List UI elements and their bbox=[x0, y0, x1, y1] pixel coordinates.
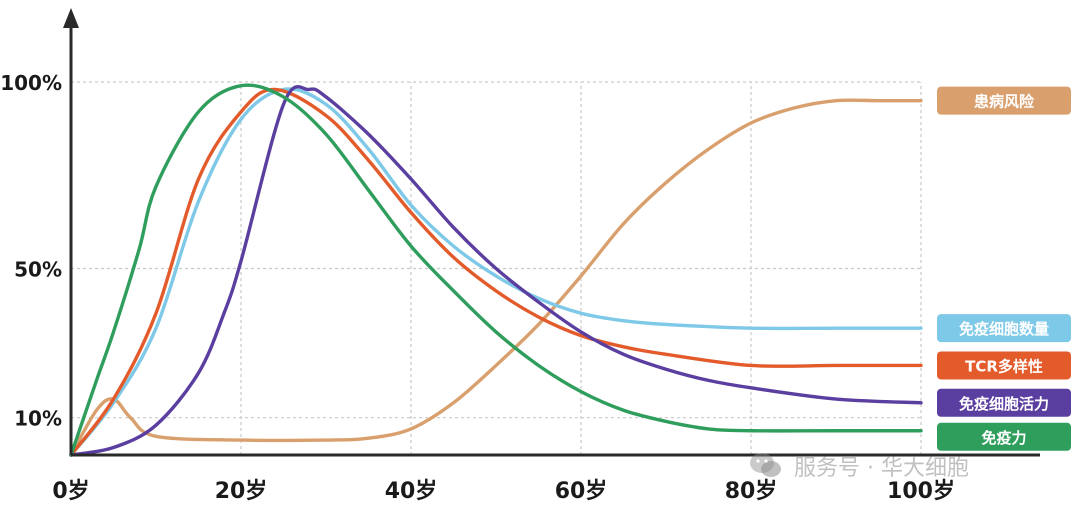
y-tick-label: 50% bbox=[14, 258, 62, 282]
legend-badge bbox=[937, 314, 1071, 343]
y-axis-arrow bbox=[63, 8, 79, 28]
legend-label: TCR多样性 bbox=[965, 357, 1043, 375]
series-line-1 bbox=[69, 98, 923, 457]
series-line-3 bbox=[69, 87, 923, 457]
x-tick-label: 20岁 bbox=[215, 478, 268, 504]
series-line-2 bbox=[69, 87, 923, 457]
x-tick-label: 0岁 bbox=[52, 478, 89, 504]
y-tick-label: 10% bbox=[14, 407, 62, 431]
legend-item: 患病风险 bbox=[937, 86, 1071, 115]
legend-label: 免疫细胞活力 bbox=[959, 395, 1049, 413]
legend-item: 免疫细胞活力 bbox=[937, 388, 1071, 417]
series-line-4 bbox=[69, 84, 923, 457]
legend-item: TCR多样性 bbox=[937, 351, 1071, 380]
legend-label: 免疫细胞数量 bbox=[959, 320, 1049, 338]
series-lines bbox=[69, 83, 923, 457]
x-tick-label: 100岁 bbox=[887, 478, 955, 504]
legend-badge bbox=[937, 388, 1071, 417]
tick-labels: 0岁 20岁 40岁 60岁 80岁 100岁 10% 50% 100% bbox=[0, 71, 955, 504]
x-tick-label: 80岁 bbox=[725, 478, 778, 504]
legend-badge bbox=[937, 351, 1071, 380]
x-tick-label: 40岁 bbox=[385, 478, 438, 504]
legend-label: 患病风险 bbox=[974, 93, 1035, 111]
axes bbox=[63, 8, 1040, 457]
series-line-5 bbox=[69, 83, 923, 457]
legend-item: 免疫力 bbox=[937, 422, 1071, 451]
legend-item: 免疫细胞数量 bbox=[937, 314, 1071, 343]
y-tick-label: 100% bbox=[0, 71, 62, 95]
grid bbox=[71, 81, 922, 455]
legend-badge bbox=[937, 422, 1071, 451]
x-tick-label: 60岁 bbox=[555, 478, 608, 504]
legend-label: 免疫力 bbox=[981, 429, 1026, 447]
legend-badge bbox=[937, 86, 1071, 115]
